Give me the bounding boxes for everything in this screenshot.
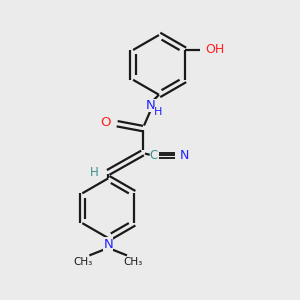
Text: N: N [180,149,190,162]
Text: H: H [154,107,162,117]
Text: CH₃: CH₃ [123,257,142,267]
Text: H: H [90,167,99,179]
Text: N: N [103,238,113,250]
Text: N: N [146,99,156,112]
Text: OH: OH [206,44,225,56]
Text: CH₃: CH₃ [74,257,93,267]
Text: O: O [100,116,111,129]
Text: C: C [150,149,158,162]
